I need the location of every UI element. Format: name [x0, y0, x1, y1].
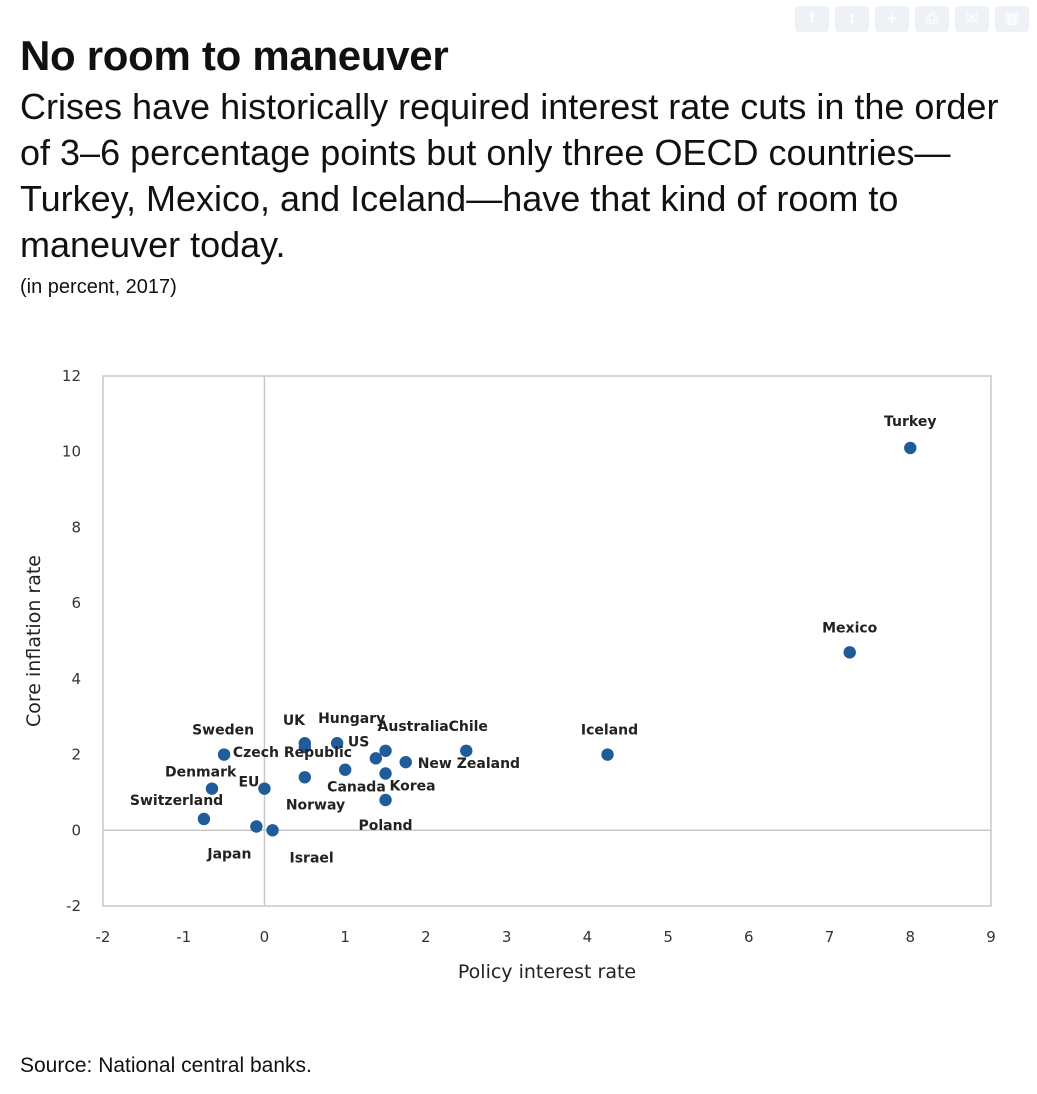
point-label-poland: Poland — [358, 818, 412, 834]
x-tick-label: 7 — [825, 928, 835, 946]
point-label-korea: Korea — [390, 779, 436, 795]
point-label-iceland: Iceland — [581, 723, 638, 739]
data-point-mexico — [843, 646, 856, 659]
data-point-turkey — [904, 441, 917, 455]
chart-title: No room to maneuver — [20, 32, 449, 79]
data-point-eu — [258, 782, 271, 795]
point-label-switzerland: Switzerland — [130, 793, 223, 809]
point-label-sweden: Sweden — [192, 723, 254, 739]
x-tick-label: 2 — [421, 928, 431, 946]
email-icon[interactable]: ✉ — [955, 6, 989, 32]
data-point-israel — [266, 824, 279, 837]
x-tick-label: -2 — [96, 928, 111, 946]
data-point-us — [369, 752, 383, 765]
point-label-australia: Australia — [378, 719, 449, 735]
x-tick-label: 9 — [986, 928, 996, 946]
point-label-uk: UK — [283, 713, 306, 729]
point-label-canada: Canada — [327, 780, 386, 796]
point-label-chile: Chile — [449, 719, 488, 735]
point-label-eu: EU — [238, 775, 259, 791]
data-point-poland — [379, 793, 392, 807]
point-label-new-zealand: New Zealand — [418, 756, 520, 772]
data-point-czech-republic — [298, 740, 312, 754]
y-tick-label: 4 — [71, 670, 81, 688]
point-label-us: US — [348, 734, 369, 750]
data-point-hungary — [330, 737, 344, 750]
point-label-czech-republic: Czech Republic — [233, 745, 352, 761]
data-point-japan — [250, 820, 263, 833]
data-point-korea — [379, 767, 392, 780]
data-point-norway — [298, 771, 312, 784]
y-tick-label: 8 — [71, 518, 81, 536]
x-tick-label: -1 — [176, 928, 191, 946]
chart-subtitle: Crises have historically required intere… — [20, 86, 999, 265]
data-point-chile — [460, 744, 473, 757]
x-tick-label: 1 — [340, 928, 350, 946]
y-tick-label: 10 — [62, 443, 81, 461]
x-axis-label: Policy interest rate — [458, 961, 636, 983]
twitter-icon[interactable]: t — [835, 6, 869, 32]
x-tick-label: 0 — [260, 928, 270, 946]
x-tick-label: 5 — [663, 928, 673, 946]
data-point-denmark — [205, 782, 219, 795]
point-label-denmark: Denmark — [165, 765, 237, 781]
x-tick-label: 8 — [905, 928, 915, 946]
plot-frame — [102, 375, 992, 907]
point-label-hungary: Hungary — [318, 711, 385, 727]
source-note: Source: National central banks. — [20, 1054, 312, 1077]
x-tick-label: 4 — [583, 928, 593, 946]
x-tick-label: 3 — [502, 928, 512, 946]
share-bar: f t + ⎙ ✉ ▦ — [795, 6, 1029, 32]
y-tick-label: -2 — [66, 897, 81, 915]
data-point-canada — [338, 763, 352, 776]
data-point-sweden — [217, 748, 231, 761]
plus-icon[interactable]: + — [875, 6, 909, 32]
data-point-australia — [379, 744, 392, 757]
point-label-turkey: Turkey — [884, 414, 936, 430]
data-point-new-zealand — [399, 755, 412, 769]
x-tick-label: 6 — [744, 928, 754, 946]
facebook-icon[interactable]: f — [795, 6, 829, 32]
print-icon[interactable]: ⎙ — [915, 6, 949, 32]
point-label-israel: Israel — [290, 850, 334, 866]
point-label-norway: Norway — [286, 797, 345, 813]
y-tick-label: 6 — [71, 594, 81, 612]
y-tick-label: 2 — [71, 746, 81, 764]
y-tick-label: 0 — [71, 821, 81, 839]
more-icon[interactable]: ▦ — [995, 6, 1029, 32]
y-tick-label: 12 — [62, 367, 81, 385]
point-label-japan: Japan — [206, 847, 251, 863]
point-label-mexico: Mexico — [822, 620, 878, 636]
data-point-iceland — [601, 748, 614, 761]
unit-note: (in percent, 2017) — [20, 276, 177, 298]
data-point-switzerland — [197, 812, 211, 826]
y-axis-label: Core inflation rate — [23, 555, 45, 727]
